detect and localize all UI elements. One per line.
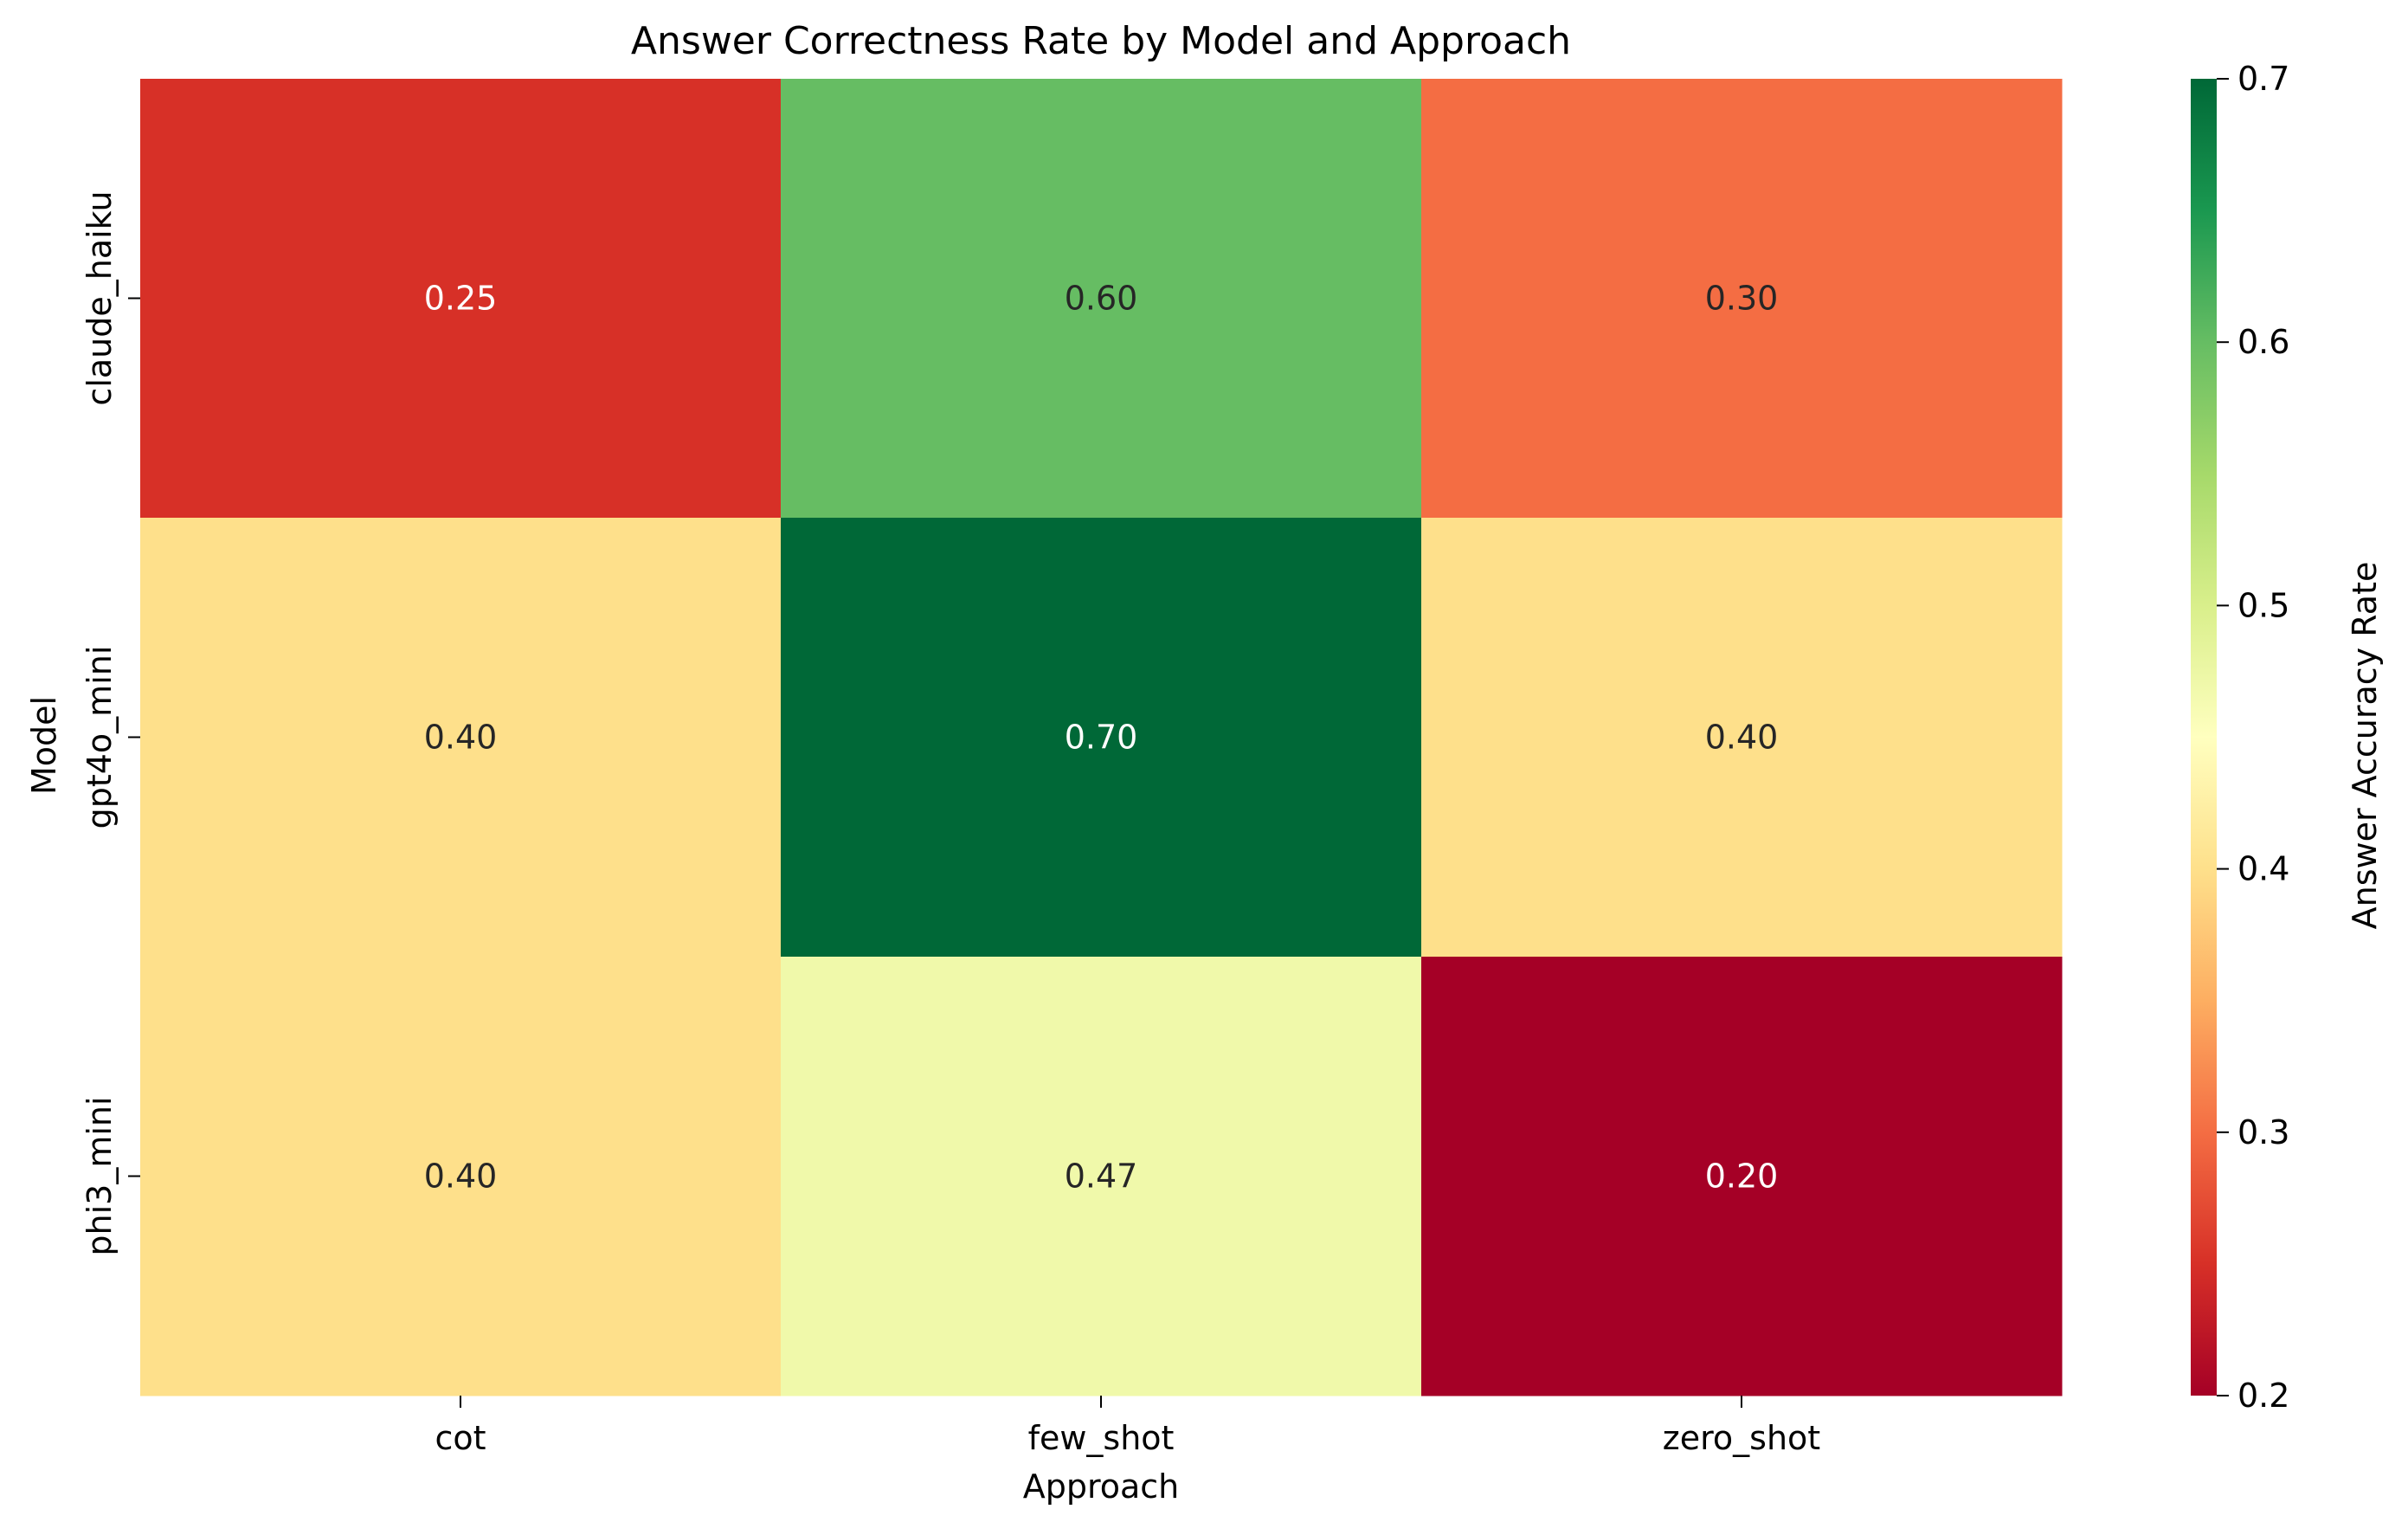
colorbar-tick-label: 0.2 [2237, 1377, 2289, 1415]
y-axis-label: Model [25, 696, 63, 795]
x-tick-label: cot [435, 1419, 486, 1457]
heatmap-cell [781, 79, 1422, 519]
colorbar: 0.2 0.3 0.4 0.5 0.6 0.7 Answer Accuracy Rate [2191, 60, 2384, 1415]
cell-value-label: 0.40 [424, 1158, 498, 1196]
colorbar-tick-label: 0.5 [2237, 586, 2289, 624]
cell-value-label: 0.47 [1065, 1158, 1138, 1196]
x-axis: cot few_shot zero_shot [435, 1396, 1820, 1457]
heatmap-cell [1421, 957, 2063, 1396]
y-axis: claude_haiku gpt4o_mini phi3_mini [80, 190, 140, 1256]
heatmap-cell [781, 957, 1422, 1396]
y-tick-label: phi3_mini [80, 1096, 119, 1255]
heatmap-cell [140, 957, 782, 1396]
colorbar-tick-label: 0.6 [2237, 323, 2289, 361]
cell-value-label: 0.40 [1705, 719, 1779, 757]
heatmap-cell [1421, 79, 2063, 519]
chart-title: Answer Correctness Rate by Model and App… [631, 19, 1571, 63]
cell-value-label: 0.70 [1065, 719, 1138, 757]
x-axis-label: Approach [1023, 1467, 1180, 1506]
cell-value-label: 0.30 [1705, 280, 1779, 318]
colorbar-tick-label: 0.3 [2237, 1113, 2289, 1151]
colorbar-ticks: 0.2 0.3 0.4 0.5 0.6 0.7 [2217, 60, 2289, 1415]
heatmap-cell [781, 518, 1422, 958]
cell-value-label: 0.25 [424, 280, 498, 318]
x-tick-label: few_shot [1028, 1419, 1175, 1457]
cell-value-label: 0.20 [1705, 1158, 1779, 1196]
heatmap-cell [1421, 518, 2063, 958]
colorbar-label: Answer Accuracy Rate [2346, 562, 2384, 930]
x-tick-label: zero_shot [1663, 1419, 1820, 1457]
heatmap-cell [140, 79, 782, 519]
cell-value-label: 0.40 [424, 719, 498, 757]
cell-value-label: 0.60 [1065, 280, 1138, 318]
heatmap-cell [140, 518, 782, 958]
y-tick-label: claude_haiku [80, 190, 119, 405]
heatmap-cells: 0.25 0.60 0.30 0.40 0.70 0.40 0.40 0.47 0.20 [140, 79, 2063, 1396]
y-tick-label: gpt4o_mini [80, 646, 119, 829]
colorbar-gradient [2191, 79, 2217, 1396]
colorbar-tick-label: 0.7 [2237, 60, 2289, 98]
colorbar-tick-label: 0.4 [2237, 850, 2289, 888]
